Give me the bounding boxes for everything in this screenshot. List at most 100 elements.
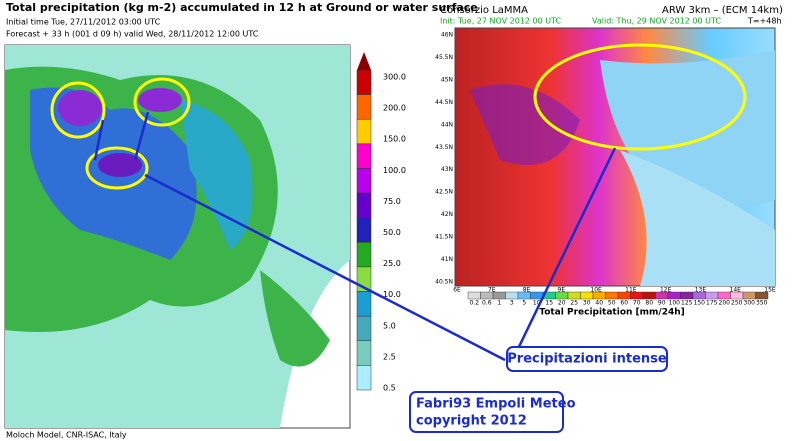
colorbar-cell — [530, 291, 544, 300]
lat-label: 44.5N — [435, 99, 453, 106]
colorbar-cell — [356, 118, 372, 145]
colorbar-label: 75.0 — [383, 197, 401, 206]
colorbar-label: 5.0 — [383, 321, 396, 330]
credit-box — [409, 391, 564, 433]
colorbar-label: 80 — [645, 300, 653, 307]
colorbar-cell — [592, 291, 606, 300]
right-axes: 46N 45.5N 45N 44.5N 44N 43.5N 43N 42.5N 42N 41.5N… — [435, 32, 776, 294]
colorbar-cell — [755, 291, 769, 300]
colorbar-cell — [356, 168, 372, 194]
lon-label: 8E — [523, 287, 531, 294]
colorbar-label: 25 — [570, 300, 578, 307]
colorbar-cell — [667, 291, 681, 300]
lon-label: 9E — [558, 287, 566, 294]
left-map — [4, 44, 351, 429]
right-valid: Valid: Thu, 29 NOV 2012 00 UTC — [592, 17, 721, 26]
colorbar-cell — [356, 192, 372, 218]
colorbar-label: 300.0 — [383, 73, 406, 82]
colorbar-label: 25.0 — [383, 259, 401, 268]
colorbar-label: 30 — [583, 300, 591, 307]
colorbar-label: 40 — [595, 300, 603, 307]
colorbar-label: 200.0 — [383, 104, 406, 113]
colorbar-label: 10.0 — [383, 290, 401, 299]
lat-label: 45.5N — [435, 54, 453, 61]
colorbar-label: 5 — [522, 300, 526, 307]
colorbar-cell — [717, 291, 731, 300]
colorbar-label: 3 — [510, 300, 514, 307]
callout-text: Precipitazioni intense — [507, 352, 667, 367]
lon-label: 13E — [695, 287, 707, 294]
colorbar-cell — [356, 291, 372, 317]
colorbar-label: 50.0 — [383, 228, 401, 237]
right-org: Consorzio LaMMA — [440, 5, 528, 16]
lat-label: 41.5N — [435, 234, 453, 241]
colorbar-label: 2.5 — [383, 352, 396, 361]
colorbar-cell — [605, 291, 619, 300]
lat-label: 45N — [441, 76, 453, 83]
colorbar-label: 100 — [669, 300, 681, 307]
left-credit: Moloch Model, CNR-ISAC, Italy — [6, 431, 127, 440]
right-map — [454, 27, 776, 287]
colorbar-cell — [742, 291, 756, 300]
colorbar-cell — [580, 291, 594, 300]
lat-label: 41N — [441, 256, 453, 263]
colorbar-cell — [356, 315, 372, 342]
colorbar-cell — [555, 291, 569, 300]
colorbar-label: 350 — [756, 300, 768, 307]
callout-lines — [93, 111, 617, 362]
colorbar-cell — [680, 291, 694, 300]
colorbar-label: 300 — [744, 300, 756, 307]
lat-label: 43N — [441, 166, 453, 173]
lon-label: 12E — [660, 287, 672, 294]
colorbar-label: 175 — [706, 300, 718, 307]
colorbar-label: 90 — [658, 300, 666, 307]
colorbar-label: 70 — [633, 300, 641, 307]
colorbar-cell — [692, 291, 706, 300]
colorbar-label: 1 — [497, 300, 501, 307]
colorbar-label: 0.5 — [383, 384, 396, 393]
colorbar-cell — [642, 291, 656, 300]
lon-label: 15E — [764, 287, 776, 294]
lat-label: 42.5N — [435, 189, 453, 196]
colorbar-label: 200 — [719, 300, 731, 307]
colorbar-cell — [617, 291, 631, 300]
right-model: ARW 3km – (ECM 14km) — [662, 5, 783, 16]
colorbar-label: 150 — [694, 300, 706, 307]
colorbar-cell — [356, 340, 372, 366]
lat-label: 43.5N — [435, 144, 453, 151]
lat-label: 40.5N — [435, 279, 453, 286]
colorbar-cell — [356, 217, 372, 243]
colorbar-label: 0.2 — [469, 300, 479, 307]
colorbar-cell — [517, 291, 531, 300]
colorbar-cell — [705, 291, 719, 300]
colorbar-label: 150.0 — [383, 135, 406, 144]
colorbar-cell — [655, 291, 669, 300]
left-title: Total precipitation (kg m-2) accumulated… — [6, 1, 478, 14]
colorbar-label: 60 — [620, 300, 628, 307]
colorbar-cell — [730, 291, 744, 300]
lat-label: 42N — [441, 211, 453, 218]
colorbar-cell — [356, 94, 372, 120]
colorbar-label: 50 — [608, 300, 616, 307]
lon-label: 14E — [730, 287, 742, 294]
lat-label: 44N — [441, 121, 453, 128]
colorbar-cap — [357, 52, 371, 70]
left-forecast: Forecast + 33 h (001 d 09 h) valid Wed, … — [6, 30, 259, 39]
lon-label: 6E — [453, 287, 461, 294]
author: Fabri93 Empoli Meteo — [416, 397, 576, 412]
lat-label: 46N — [441, 32, 453, 39]
colorbar-cell — [356, 365, 372, 391]
colorbar-label: 15 — [545, 300, 553, 307]
colorbar-cell — [356, 143, 372, 169]
colorbar-label: 0.6 — [482, 300, 492, 307]
copyright: copyright 2012 — [416, 414, 527, 429]
lon-label: 7E — [488, 287, 496, 294]
colorbar-cell — [480, 291, 494, 300]
colorbar-label: 100.0 — [383, 166, 406, 175]
colorbar-label: 20 — [558, 300, 566, 307]
callout-box — [506, 346, 668, 372]
colorbar-label: 10 — [533, 300, 541, 307]
colorbar-cell — [630, 291, 644, 300]
right-step: T=+48h — [747, 17, 782, 26]
lon-label: 10E — [590, 287, 602, 294]
